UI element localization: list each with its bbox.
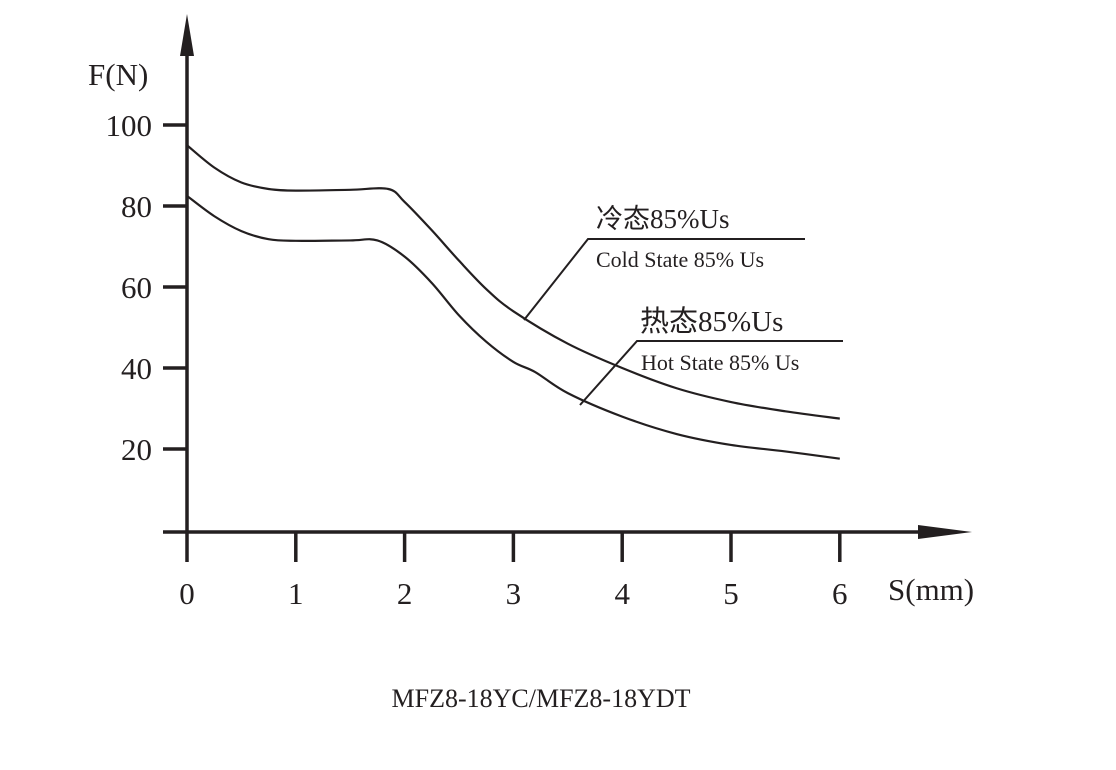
x-tick-label: 6 — [832, 576, 848, 611]
chart-caption: MFZ8-18YC/MFZ8-18YDT — [391, 684, 690, 713]
curves — [186, 144, 840, 460]
y-tick-label: 80 — [121, 189, 152, 224]
cold-state-curve — [186, 144, 840, 420]
x-tick-label: 1 — [288, 576, 304, 611]
x-axis-label: S(mm) — [888, 572, 974, 607]
x-tick-label: 0 — [179, 576, 195, 611]
cold-label-en: Cold State 85% Us — [596, 247, 764, 272]
cold-label-cn: 冷态85%Us — [596, 204, 730, 234]
x-axis-arrow — [918, 525, 972, 539]
x-tick-label: 5 — [723, 576, 739, 611]
hot-label-cn: 热态85%Us — [640, 305, 783, 338]
y-axis-label: F(N) — [88, 57, 148, 92]
cold-annotation: 冷态85%Us Cold State 85% Us — [523, 204, 805, 321]
y-tick-label: 100 — [106, 108, 153, 143]
hot-leader-line — [579, 340, 843, 406]
x-tick-label: 3 — [506, 576, 522, 611]
axes — [163, 14, 972, 562]
cold-leader-line — [523, 238, 805, 321]
y-tick-label: 40 — [121, 351, 152, 386]
y-axis-arrow — [180, 14, 194, 56]
y-tick-label: 60 — [121, 270, 152, 305]
y-tick-label: 20 — [121, 432, 152, 467]
hot-label-en: Hot State 85% Us — [641, 350, 799, 375]
ticks: 0 1 2 3 4 5 6 20 40 60 80 100 — [106, 108, 848, 611]
hot-state-curve — [186, 194, 840, 460]
x-tick-label: 4 — [614, 576, 630, 611]
hot-annotation: 热态85%Us Hot State 85% Us — [579, 305, 843, 406]
x-tick-label: 2 — [397, 576, 413, 611]
